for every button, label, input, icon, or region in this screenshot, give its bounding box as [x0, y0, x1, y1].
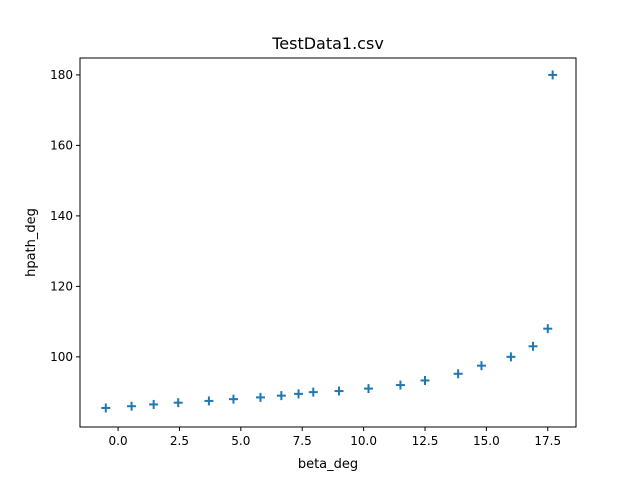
data-point [476, 361, 486, 371]
y-tick-label: 120 [50, 279, 73, 293]
x-tick-label: 5.0 [231, 434, 250, 448]
data-point [548, 70, 558, 80]
x-tick-label: 15.0 [473, 434, 500, 448]
data-point [334, 386, 344, 396]
y-tick-label: 180 [50, 68, 73, 82]
x-tick-label: 0.0 [109, 434, 128, 448]
x-tick-label: 2.5 [170, 434, 189, 448]
data-point [255, 392, 265, 402]
axes-frame [79, 57, 577, 428]
data-point [395, 380, 405, 390]
data-point [528, 341, 538, 351]
data-point [173, 398, 183, 408]
data-point [453, 369, 463, 379]
data-point [204, 396, 214, 406]
data-point [228, 394, 238, 404]
data-point [276, 391, 286, 401]
plot-area [101, 70, 558, 413]
data-point [149, 399, 159, 409]
x-tick-label: 10.0 [350, 434, 377, 448]
data-point [308, 387, 318, 397]
x-axis-label: beta_deg [298, 457, 358, 472]
data-point [543, 324, 553, 334]
data-point [364, 384, 374, 394]
x-tick-label: 12.5 [412, 434, 439, 448]
data-point [294, 389, 304, 399]
y-axis-label: hpath_deg [24, 208, 39, 277]
data-point [127, 401, 137, 411]
y-tick-label: 140 [50, 209, 73, 223]
y-tick-label: 100 [50, 350, 73, 364]
chart-title: TestData1.csv [271, 34, 384, 53]
y-tick-label: 160 [50, 138, 73, 152]
data-point [506, 352, 516, 362]
x-tick-label: 7.5 [293, 434, 312, 448]
data-point [101, 403, 111, 413]
data-point [420, 375, 430, 385]
x-tick-label: 17.5 [534, 434, 561, 448]
